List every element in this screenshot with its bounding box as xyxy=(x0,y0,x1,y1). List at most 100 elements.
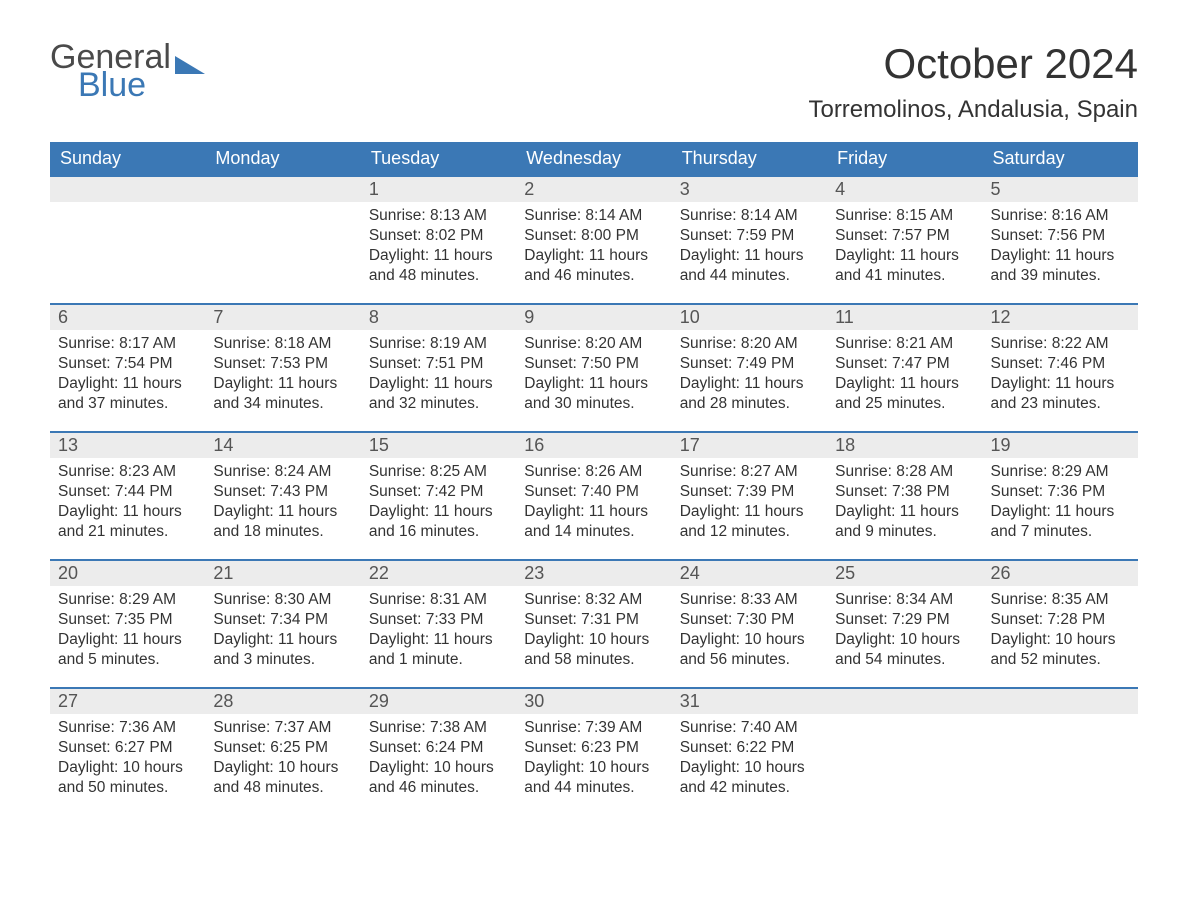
sunrise-text: Sunrise: 8:26 AM xyxy=(524,462,663,482)
weekday-header: Monday xyxy=(205,142,360,175)
sunset-text: Sunset: 7:50 PM xyxy=(524,354,663,374)
sunset-text: Sunset: 8:02 PM xyxy=(369,226,508,246)
calendar-week-row: 6Sunrise: 8:17 AMSunset: 7:54 PMDaylight… xyxy=(50,303,1138,431)
day-details: Sunrise: 8:25 AMSunset: 7:42 PMDaylight:… xyxy=(361,458,516,551)
daylight-text: Daylight: 10 hours and 44 minutes. xyxy=(524,758,663,798)
day-number xyxy=(983,687,1138,714)
daylight-text: Daylight: 11 hours and 21 minutes. xyxy=(58,502,197,542)
calendar-day-cell: 24Sunrise: 8:33 AMSunset: 7:30 PMDayligh… xyxy=(672,559,827,687)
brand-logo: General Blue xyxy=(50,40,205,102)
sunset-text: Sunset: 7:47 PM xyxy=(835,354,974,374)
daylight-text: Daylight: 10 hours and 58 minutes. xyxy=(524,630,663,670)
sunset-text: Sunset: 7:33 PM xyxy=(369,610,508,630)
sunset-text: Sunset: 7:46 PM xyxy=(991,354,1130,374)
sunset-text: Sunset: 7:29 PM xyxy=(835,610,974,630)
sunrise-text: Sunrise: 8:14 AM xyxy=(680,206,819,226)
sunset-text: Sunset: 7:34 PM xyxy=(213,610,352,630)
day-number: 8 xyxy=(361,303,516,330)
sunrise-text: Sunrise: 7:36 AM xyxy=(58,718,197,738)
day-number: 25 xyxy=(827,559,982,586)
sunrise-text: Sunrise: 8:24 AM xyxy=(213,462,352,482)
calendar-day-cell: 14Sunrise: 8:24 AMSunset: 7:43 PMDayligh… xyxy=(205,431,360,559)
day-number: 6 xyxy=(50,303,205,330)
sunrise-text: Sunrise: 8:17 AM xyxy=(58,334,197,354)
calendar-day-cell: 29Sunrise: 7:38 AMSunset: 6:24 PMDayligh… xyxy=(361,687,516,815)
day-number: 30 xyxy=(516,687,671,714)
sunset-text: Sunset: 7:30 PM xyxy=(680,610,819,630)
sunrise-text: Sunrise: 8:13 AM xyxy=(369,206,508,226)
day-number: 1 xyxy=(361,175,516,202)
sunrise-text: Sunrise: 8:14 AM xyxy=(524,206,663,226)
day-details: Sunrise: 8:14 AMSunset: 8:00 PMDaylight:… xyxy=(516,202,671,295)
calendar-day-cell: 6Sunrise: 8:17 AMSunset: 7:54 PMDaylight… xyxy=(50,303,205,431)
daylight-text: Daylight: 11 hours and 25 minutes. xyxy=(835,374,974,414)
day-details: Sunrise: 8:20 AMSunset: 7:50 PMDaylight:… xyxy=(516,330,671,423)
day-details: Sunrise: 8:26 AMSunset: 7:40 PMDaylight:… xyxy=(516,458,671,551)
calendar-day-cell: 28Sunrise: 7:37 AMSunset: 6:25 PMDayligh… xyxy=(205,687,360,815)
calendar-day-cell: 9Sunrise: 8:20 AMSunset: 7:50 PMDaylight… xyxy=(516,303,671,431)
calendar-day-cell: 16Sunrise: 8:26 AMSunset: 7:40 PMDayligh… xyxy=(516,431,671,559)
day-details: Sunrise: 8:34 AMSunset: 7:29 PMDaylight:… xyxy=(827,586,982,679)
day-number: 16 xyxy=(516,431,671,458)
day-number: 13 xyxy=(50,431,205,458)
daylight-text: Daylight: 11 hours and 9 minutes. xyxy=(835,502,974,542)
day-number: 2 xyxy=(516,175,671,202)
calendar-day-cell: 18Sunrise: 8:28 AMSunset: 7:38 PMDayligh… xyxy=(827,431,982,559)
daylight-text: Daylight: 11 hours and 16 minutes. xyxy=(369,502,508,542)
sunrise-text: Sunrise: 8:19 AM xyxy=(369,334,508,354)
day-number: 22 xyxy=(361,559,516,586)
sunrise-text: Sunrise: 8:29 AM xyxy=(991,462,1130,482)
calendar-day-cell: 3Sunrise: 8:14 AMSunset: 7:59 PMDaylight… xyxy=(672,175,827,303)
sunrise-text: Sunrise: 8:31 AM xyxy=(369,590,508,610)
calendar-day-cell: 7Sunrise: 8:18 AMSunset: 7:53 PMDaylight… xyxy=(205,303,360,431)
calendar-week-row: 13Sunrise: 8:23 AMSunset: 7:44 PMDayligh… xyxy=(50,431,1138,559)
day-details: Sunrise: 8:17 AMSunset: 7:54 PMDaylight:… xyxy=(50,330,205,423)
calendar-day-cell: 27Sunrise: 7:36 AMSunset: 6:27 PMDayligh… xyxy=(50,687,205,815)
daylight-text: Daylight: 11 hours and 32 minutes. xyxy=(369,374,508,414)
day-number xyxy=(205,175,360,202)
day-number: 10 xyxy=(672,303,827,330)
calendar-day-cell: 4Sunrise: 8:15 AMSunset: 7:57 PMDaylight… xyxy=(827,175,982,303)
day-details: Sunrise: 8:24 AMSunset: 7:43 PMDaylight:… xyxy=(205,458,360,551)
day-details: Sunrise: 8:32 AMSunset: 7:31 PMDaylight:… xyxy=(516,586,671,679)
day-number: 14 xyxy=(205,431,360,458)
day-number: 27 xyxy=(50,687,205,714)
sunrise-text: Sunrise: 8:21 AM xyxy=(835,334,974,354)
daylight-text: Daylight: 11 hours and 12 minutes. xyxy=(680,502,819,542)
day-details: Sunrise: 8:18 AMSunset: 7:53 PMDaylight:… xyxy=(205,330,360,423)
day-number: 20 xyxy=(50,559,205,586)
sunrise-text: Sunrise: 8:35 AM xyxy=(991,590,1130,610)
day-number: 24 xyxy=(672,559,827,586)
weekday-header-row: SundayMondayTuesdayWednesdayThursdayFrid… xyxy=(50,142,1138,175)
daylight-text: Daylight: 11 hours and 44 minutes. xyxy=(680,246,819,286)
day-number: 9 xyxy=(516,303,671,330)
day-details: Sunrise: 8:16 AMSunset: 7:56 PMDaylight:… xyxy=(983,202,1138,295)
sunset-text: Sunset: 6:25 PM xyxy=(213,738,352,758)
daylight-text: Daylight: 10 hours and 46 minutes. xyxy=(369,758,508,798)
daylight-text: Daylight: 11 hours and 46 minutes. xyxy=(524,246,663,286)
daylight-text: Daylight: 11 hours and 30 minutes. xyxy=(524,374,663,414)
calendar-day-cell: 12Sunrise: 8:22 AMSunset: 7:46 PMDayligh… xyxy=(983,303,1138,431)
day-details: Sunrise: 7:36 AMSunset: 6:27 PMDaylight:… xyxy=(50,714,205,807)
daylight-text: Daylight: 11 hours and 23 minutes. xyxy=(991,374,1130,414)
sunset-text: Sunset: 7:57 PM xyxy=(835,226,974,246)
day-number: 12 xyxy=(983,303,1138,330)
sunrise-text: Sunrise: 7:40 AM xyxy=(680,718,819,738)
day-details: Sunrise: 8:29 AMSunset: 7:36 PMDaylight:… xyxy=(983,458,1138,551)
day-number: 28 xyxy=(205,687,360,714)
sunset-text: Sunset: 6:22 PM xyxy=(680,738,819,758)
sunrise-text: Sunrise: 8:15 AM xyxy=(835,206,974,226)
day-number: 29 xyxy=(361,687,516,714)
daylight-text: Daylight: 10 hours and 48 minutes. xyxy=(213,758,352,798)
weekday-header: Wednesday xyxy=(516,142,671,175)
weekday-header: Tuesday xyxy=(361,142,516,175)
sunset-text: Sunset: 7:51 PM xyxy=(369,354,508,374)
calendar-day-cell: 25Sunrise: 8:34 AMSunset: 7:29 PMDayligh… xyxy=(827,559,982,687)
daylight-text: Daylight: 11 hours and 48 minutes. xyxy=(369,246,508,286)
day-number: 11 xyxy=(827,303,982,330)
sunrise-text: Sunrise: 8:28 AM xyxy=(835,462,974,482)
calendar-day-cell: 2Sunrise: 8:14 AMSunset: 8:00 PMDaylight… xyxy=(516,175,671,303)
daylight-text: Daylight: 11 hours and 7 minutes. xyxy=(991,502,1130,542)
page-header: General Blue October 2024 Torremolinos, … xyxy=(50,40,1138,124)
daylight-text: Daylight: 10 hours and 54 minutes. xyxy=(835,630,974,670)
